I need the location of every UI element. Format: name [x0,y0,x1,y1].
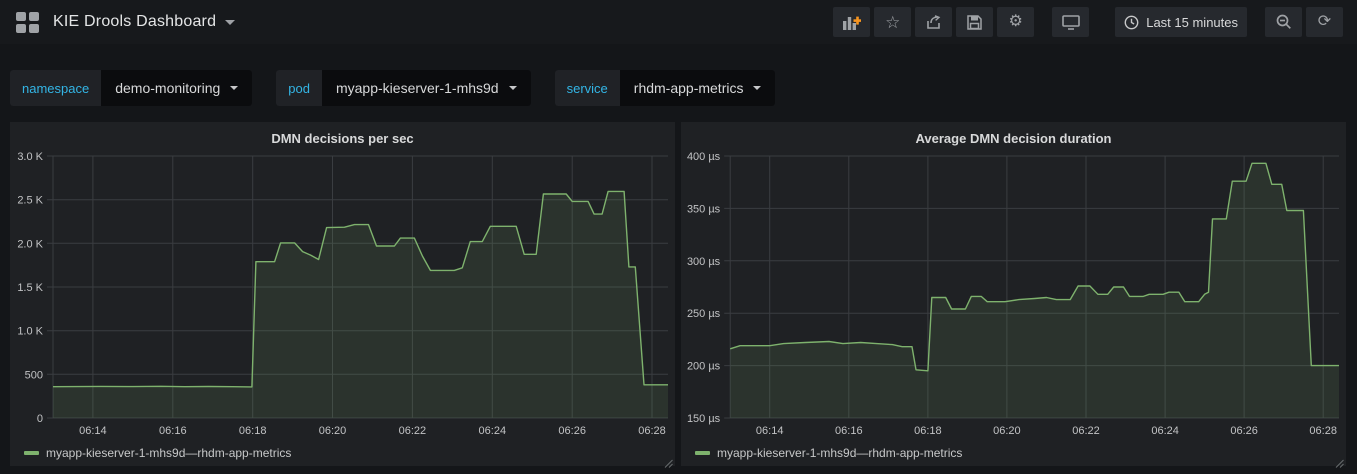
variable-namespace-dropdown[interactable]: demo-monitoring [101,70,253,106]
svg-text:06:22: 06:22 [399,425,427,437]
refresh-button[interactable]: ⟳ [1306,7,1343,37]
variable-pod-dropdown[interactable]: myapp-kieserver-1-mhs9d [321,70,531,106]
svg-text:06:16: 06:16 [159,425,187,437]
save-button[interactable] [956,7,994,37]
legend-series-swatch [24,451,39,455]
svg-text:300 µs: 300 µs [687,256,721,268]
dashboard-grid-icon[interactable] [16,11,39,33]
star-icon: ☆ [885,12,901,32]
svg-text:06:24: 06:24 [1151,425,1179,437]
legend: myapp-kieserver-1-mhs9d—rhdm-app-metrics [10,440,675,466]
chart-dmn-decisions-per-sec[interactable]: 0 500 1.0 K 1.5 K 2.0 K 2.5 K 3.0 K 06:14 06:16 0… [10,148,675,440]
star-button[interactable]: ☆ [874,7,912,37]
svg-text:06:28: 06:28 [638,425,666,437]
navbar: KIE Drools Dashboard ☆ [0,0,1357,44]
bar-chart-plus-icon [842,16,861,30]
panel-title[interactable]: Average DMN decision duration [915,130,1112,146]
dashboard-row: DMN decisions per sec 0 500 1.0 K 1.5 K 2.0 … [0,122,1357,468]
svg-text:06:20: 06:20 [993,425,1021,437]
panel-resize-handle[interactable] [664,455,673,468]
svg-text:1.5 K: 1.5 K [17,282,43,294]
variable-service-dropdown[interactable]: rhdm-app-metrics [619,70,776,106]
panel-average-dmn-decision-duration: Average DMN decision duration 150 µs 200 … [681,122,1346,468]
panel-dmn-decisions-per-sec: DMN decisions per sec 0 500 1.0 K 1.5 K 2.0 … [10,122,675,468]
zoom-out-button[interactable] [1265,7,1302,37]
settings-button[interactable]: ⚙ [997,7,1035,37]
svg-text:06:18: 06:18 [239,425,267,437]
template-variable-row: namespace demo-monitoring pod myapp-kies… [0,44,1357,122]
dashboard-title[interactable]: KIE Drools Dashboard [53,13,217,30]
tv-monitor-icon [1061,14,1080,30]
chevron-down-icon [230,86,239,90]
legend-series-label[interactable]: myapp-kieserver-1-mhs9d—rhdm-app-metrics [717,446,963,460]
svg-text:0: 0 [37,413,43,425]
gear-icon: ⚙ [1008,13,1023,30]
variable-pod-label: pod [276,70,322,106]
svg-text:06:26: 06:26 [1230,425,1258,437]
svg-text:06:22: 06:22 [1072,425,1100,437]
svg-text:200 µs: 200 µs [687,361,721,373]
panel-title[interactable]: DMN decisions per sec [271,130,414,146]
svg-text:150 µs: 150 µs [687,413,721,425]
chart-average-dmn-decision-duration[interactable]: 150 µs 200 µs 250 µs 300 µs 350 µs 400 µs 06:1… [681,148,1346,440]
save-icon [967,14,982,30]
svg-text:06:24: 06:24 [479,425,507,437]
zoom-out-icon [1276,14,1291,29]
chevron-down-icon [753,86,762,90]
time-range-label: Last 15 minutes [1146,14,1238,30]
variable-service: service rhdm-app-metrics [554,70,776,106]
variable-namespace: namespace demo-monitoring [10,70,253,106]
panel-resize-handle[interactable] [1335,455,1344,468]
refresh-icon: ⟳ [1317,13,1332,30]
svg-text:2.5 K: 2.5 K [17,195,43,207]
svg-text:2.0 K: 2.0 K [17,238,43,250]
legend-series-swatch [695,451,710,455]
svg-text:3.0 K: 3.0 K [17,151,43,163]
svg-text:06:14: 06:14 [756,425,784,437]
time-range-picker[interactable]: Last 15 minutes [1115,7,1247,37]
variable-pod: pod myapp-kieserver-1-mhs9d [276,70,531,106]
svg-text:06:26: 06:26 [558,425,586,437]
clock-icon [1124,15,1139,29]
svg-text:250 µs: 250 µs [687,308,721,320]
svg-text:06:16: 06:16 [835,425,863,437]
svg-text:06:14: 06:14 [79,425,107,437]
svg-text:1.0 K: 1.0 K [17,326,43,338]
add-panel-button[interactable] [833,7,871,37]
chevron-down-icon [225,19,236,25]
share-icon [926,14,941,29]
share-button[interactable] [915,7,953,37]
legend-series-label[interactable]: myapp-kieserver-1-mhs9d—rhdm-app-metrics [46,446,292,460]
cycle-view-button[interactable] [1052,7,1090,37]
svg-text:400 µs: 400 µs [687,151,721,163]
variable-namespace-label: namespace [10,70,102,106]
chevron-down-icon [508,86,517,90]
svg-text:350 µs: 350 µs [687,203,721,215]
variable-service-label: service [554,70,620,106]
svg-text:06:28: 06:28 [1309,425,1337,437]
svg-text:500: 500 [25,369,43,381]
svg-text:06:18: 06:18 [914,425,942,437]
legend: myapp-kieserver-1-mhs9d—rhdm-app-metrics [681,440,1346,466]
svg-text:06:20: 06:20 [319,425,347,437]
